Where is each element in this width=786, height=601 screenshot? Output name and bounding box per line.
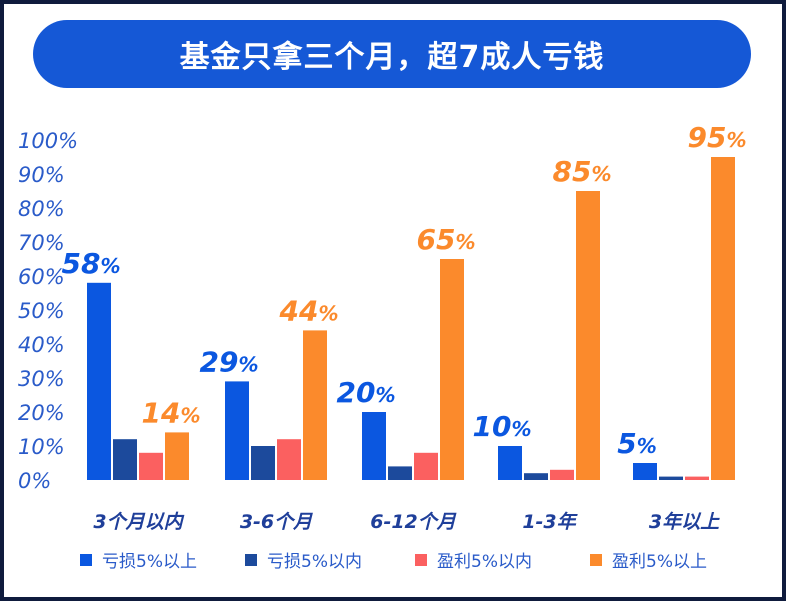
data-label: 29%: [199, 345, 258, 378]
bar-4-2: [303, 330, 327, 480]
bar-4-1: [165, 432, 189, 480]
y-tick-label: 100%: [18, 129, 78, 153]
data-label: 20%: [336, 376, 395, 409]
y-tick-label: 20%: [18, 401, 65, 425]
y-tick-label: 90%: [18, 163, 65, 187]
bar-1-4: [498, 446, 522, 480]
category-label: 3个月以内: [93, 511, 184, 533]
bar-4-4: [576, 191, 600, 480]
bar-3-5: [685, 476, 709, 480]
category-label: 3年以上: [649, 511, 720, 533]
data-label: 65%: [416, 223, 475, 256]
bar-1-2: [225, 381, 249, 480]
chart-title: 基金只拿三个月，超7成人亏钱: [33, 20, 751, 88]
bar-1-1: [87, 282, 111, 480]
data-label: 44%: [278, 294, 338, 327]
y-tick-label: 50%: [18, 299, 65, 323]
y-tick-label: 80%: [18, 197, 65, 221]
data-label: 10%: [472, 410, 531, 443]
bar-4-3: [440, 259, 464, 480]
bar-2-3: [388, 466, 412, 480]
bar-2-2: [251, 446, 275, 480]
bar-3-3: [414, 452, 438, 480]
bar-4-5: [711, 157, 735, 480]
legend-swatch: [415, 554, 427, 566]
data-label: 95%: [687, 121, 746, 154]
bar-3-1: [139, 452, 163, 480]
legend-swatch: [245, 554, 257, 566]
category-label: 1-3年: [522, 511, 578, 533]
data-label: 85%: [552, 155, 611, 188]
y-tick-label: 60%: [18, 265, 65, 289]
bar-1-5: [633, 463, 657, 480]
bar-1-3: [362, 412, 386, 480]
y-tick-label: 70%: [18, 231, 65, 255]
bar-2-1: [113, 439, 137, 480]
y-tick-label: 40%: [18, 333, 65, 357]
data-label: 58%: [61, 247, 120, 280]
data-label: 14%: [141, 396, 200, 429]
category-label: 6-12个月: [370, 511, 457, 533]
legend-label: 盈利5%以内: [437, 552, 532, 572]
bar-2-4: [524, 473, 548, 480]
bar-3-4: [550, 469, 574, 480]
legend-swatch: [80, 554, 92, 566]
y-tick-label: 0%: [18, 469, 51, 493]
legend-label: 盈利5%以上: [612, 552, 707, 572]
legend-swatch: [590, 554, 602, 566]
category-label: 3-6个月: [240, 511, 313, 533]
bar-2-5: [659, 476, 683, 480]
legend-label: 亏损5%以上: [102, 552, 197, 572]
legend-label: 亏损5%以内: [267, 552, 362, 572]
data-label: 5%: [617, 427, 657, 460]
y-tick-label: 30%: [18, 367, 65, 391]
y-tick-label: 10%: [18, 435, 65, 459]
bar-3-2: [277, 439, 301, 480]
